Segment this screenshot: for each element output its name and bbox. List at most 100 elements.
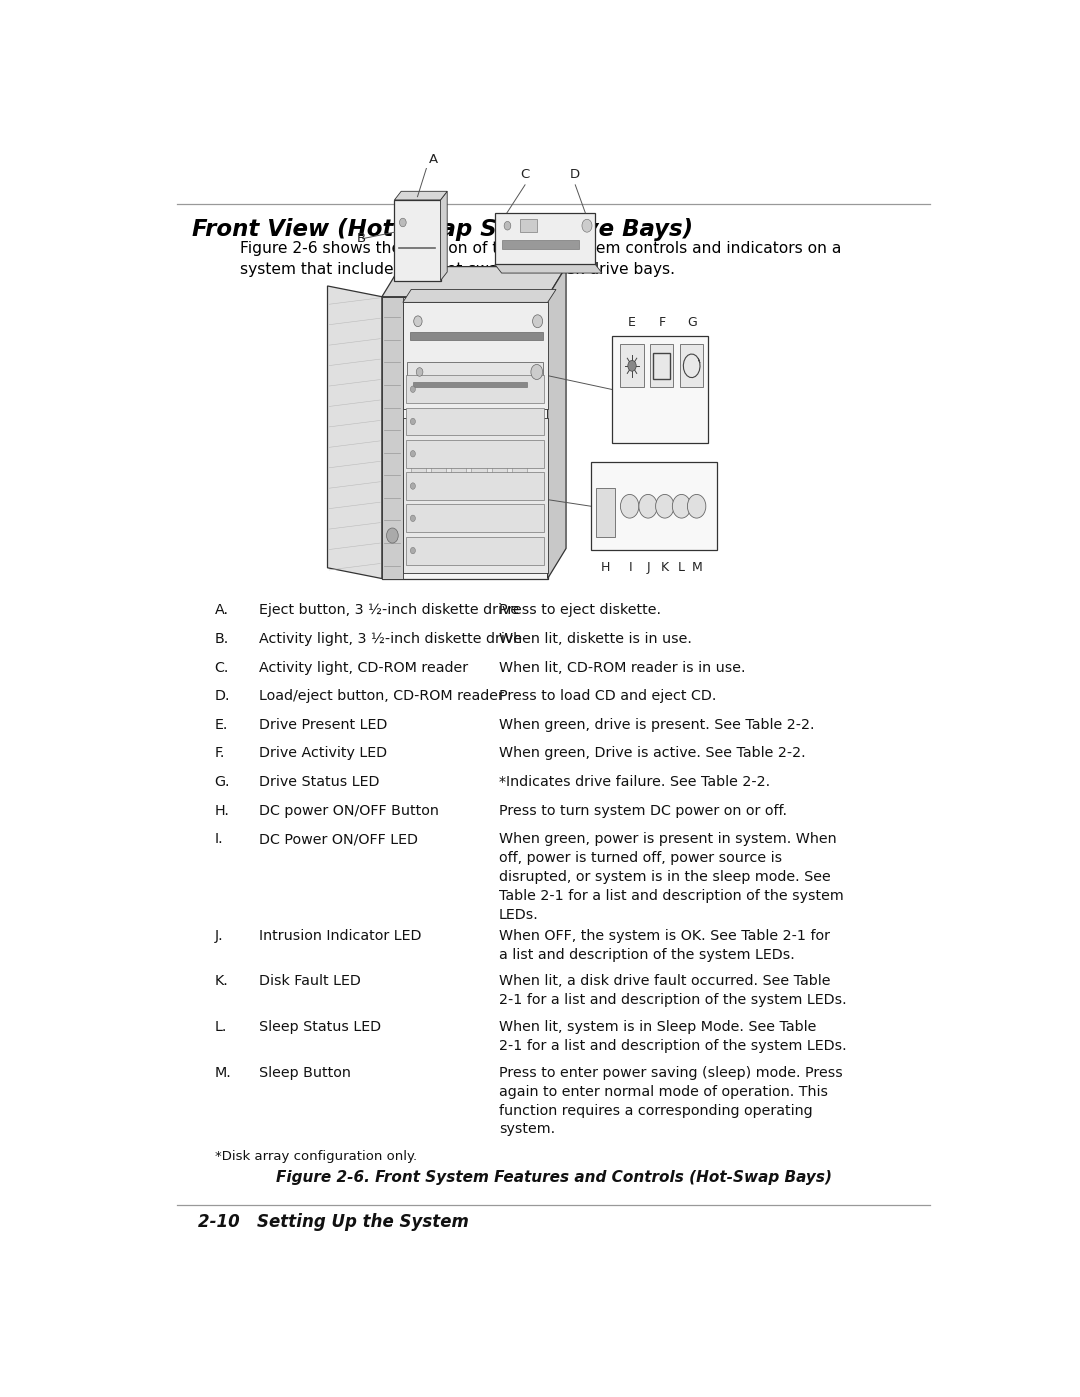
Polygon shape <box>596 488 615 538</box>
Text: C.: C. <box>215 661 229 675</box>
Polygon shape <box>406 536 544 564</box>
Text: When green, drive is present. See Table 2-2.: When green, drive is present. See Table … <box>499 718 814 732</box>
Polygon shape <box>413 381 527 387</box>
Polygon shape <box>548 267 566 578</box>
Text: D: D <box>570 168 580 180</box>
Circle shape <box>410 483 416 489</box>
Circle shape <box>414 316 422 327</box>
Polygon shape <box>451 467 467 481</box>
Circle shape <box>621 495 639 518</box>
Circle shape <box>582 219 592 232</box>
Text: Disk Fault LED: Disk Fault LED <box>259 975 361 989</box>
Polygon shape <box>472 467 486 481</box>
Polygon shape <box>495 212 595 264</box>
Text: K: K <box>661 562 669 574</box>
Polygon shape <box>441 191 447 281</box>
Polygon shape <box>407 362 543 401</box>
Text: M: M <box>691 562 702 574</box>
Text: K.: K. <box>215 975 228 989</box>
Circle shape <box>532 314 542 328</box>
Text: A: A <box>429 152 438 165</box>
Polygon shape <box>512 467 527 481</box>
Text: When lit, CD-ROM reader is in use.: When lit, CD-ROM reader is in use. <box>499 661 745 675</box>
Circle shape <box>400 218 406 226</box>
Circle shape <box>410 386 416 393</box>
Text: H: H <box>600 562 610 574</box>
Text: E.: E. <box>215 718 228 732</box>
Polygon shape <box>403 289 556 302</box>
Circle shape <box>410 418 416 425</box>
Text: Figure 2-6. Front System Features and Controls (Hot-Swap Bays): Figure 2-6. Front System Features and Co… <box>275 1171 832 1185</box>
Text: When OFF, the system is OK. See Table 2-1 for
a list and description of the syst: When OFF, the system is OK. See Table 2-… <box>499 929 831 961</box>
Text: 2-10   Setting Up the System: 2-10 Setting Up the System <box>198 1213 469 1231</box>
Text: J: J <box>646 562 650 574</box>
Polygon shape <box>409 332 543 341</box>
Polygon shape <box>411 467 427 481</box>
Text: When lit, system is in Sleep Mode. See Table
2-1 for a list and description of t: When lit, system is in Sleep Mode. See T… <box>499 1020 847 1053</box>
Polygon shape <box>403 418 548 573</box>
Text: Front View (Hot-Swap SCSI Drive Bays): Front View (Hot-Swap SCSI Drive Bays) <box>192 218 693 242</box>
Polygon shape <box>406 472 544 500</box>
Text: I.: I. <box>215 833 224 847</box>
Circle shape <box>387 528 399 543</box>
Text: Eject button, 3 ½-inch diskette drive: Eject button, 3 ½-inch diskette drive <box>259 604 519 617</box>
Text: H.: H. <box>215 803 229 817</box>
Polygon shape <box>382 296 403 578</box>
Polygon shape <box>501 240 579 249</box>
Polygon shape <box>612 335 708 443</box>
Polygon shape <box>521 219 537 232</box>
Text: Activity light, 3 ½-inch diskette drive: Activity light, 3 ½-inch diskette drive <box>259 631 522 645</box>
Text: G.: G. <box>215 775 230 789</box>
Polygon shape <box>403 302 548 409</box>
Circle shape <box>410 515 416 521</box>
Text: Press to load CD and eject CD.: Press to load CD and eject CD. <box>499 689 716 703</box>
Text: L: L <box>678 562 685 574</box>
Polygon shape <box>620 344 644 387</box>
Text: DC power ON/OFF Button: DC power ON/OFF Button <box>259 803 438 817</box>
Text: Drive Activity LED: Drive Activity LED <box>259 746 387 760</box>
Circle shape <box>656 495 674 518</box>
Text: F.: F. <box>215 746 225 760</box>
Text: *Indicates drive failure. See Table 2-2.: *Indicates drive failure. See Table 2-2. <box>499 775 770 789</box>
Text: F: F <box>659 316 665 330</box>
Polygon shape <box>491 467 507 481</box>
Text: Sleep Status LED: Sleep Status LED <box>259 1020 381 1034</box>
Polygon shape <box>327 286 382 578</box>
Text: Figure 2-6 shows the location of the front system controls and indicators on a
s: Figure 2-6 shows the location of the fro… <box>240 240 841 278</box>
Circle shape <box>688 495 706 518</box>
Text: A.: A. <box>215 604 229 617</box>
Text: Drive Status LED: Drive Status LED <box>259 775 379 789</box>
Circle shape <box>410 451 416 457</box>
Text: Press to eject diskette.: Press to eject diskette. <box>499 604 661 617</box>
Polygon shape <box>431 467 446 481</box>
Text: DC Power ON/OFF LED: DC Power ON/OFF LED <box>259 833 418 847</box>
Text: When green, power is present in system. When
off, power is turned off, power sou: When green, power is present in system. … <box>499 833 843 922</box>
Polygon shape <box>591 462 717 550</box>
Circle shape <box>504 222 511 231</box>
Text: Load/eject button, CD-ROM reader: Load/eject button, CD-ROM reader <box>259 689 503 703</box>
Text: When green, Drive is active. See Table 2-2.: When green, Drive is active. See Table 2… <box>499 746 806 760</box>
Text: B.: B. <box>215 631 229 645</box>
Text: When lit, diskette is in use.: When lit, diskette is in use. <box>499 631 692 645</box>
Text: B: B <box>356 232 366 244</box>
Text: Sleep Button: Sleep Button <box>259 1066 351 1080</box>
Polygon shape <box>394 200 441 281</box>
Text: G: G <box>687 316 697 330</box>
Text: I: I <box>629 562 632 574</box>
Text: C: C <box>521 168 529 180</box>
Circle shape <box>673 495 691 518</box>
Text: J.: J. <box>215 929 224 943</box>
Circle shape <box>627 360 636 372</box>
Text: Press to turn system DC power on or off.: Press to turn system DC power on or off. <box>499 803 787 817</box>
Polygon shape <box>382 296 548 578</box>
Polygon shape <box>680 344 703 387</box>
Circle shape <box>531 365 542 380</box>
Text: D.: D. <box>215 689 230 703</box>
Text: Activity light, CD-ROM reader: Activity light, CD-ROM reader <box>259 661 468 675</box>
Polygon shape <box>406 504 544 532</box>
Text: When lit, a disk drive fault occurred. See Table
2-1 for a list and description : When lit, a disk drive fault occurred. S… <box>499 975 847 1007</box>
Polygon shape <box>394 191 447 200</box>
Circle shape <box>639 495 658 518</box>
Circle shape <box>410 548 416 553</box>
Text: E: E <box>629 316 636 330</box>
